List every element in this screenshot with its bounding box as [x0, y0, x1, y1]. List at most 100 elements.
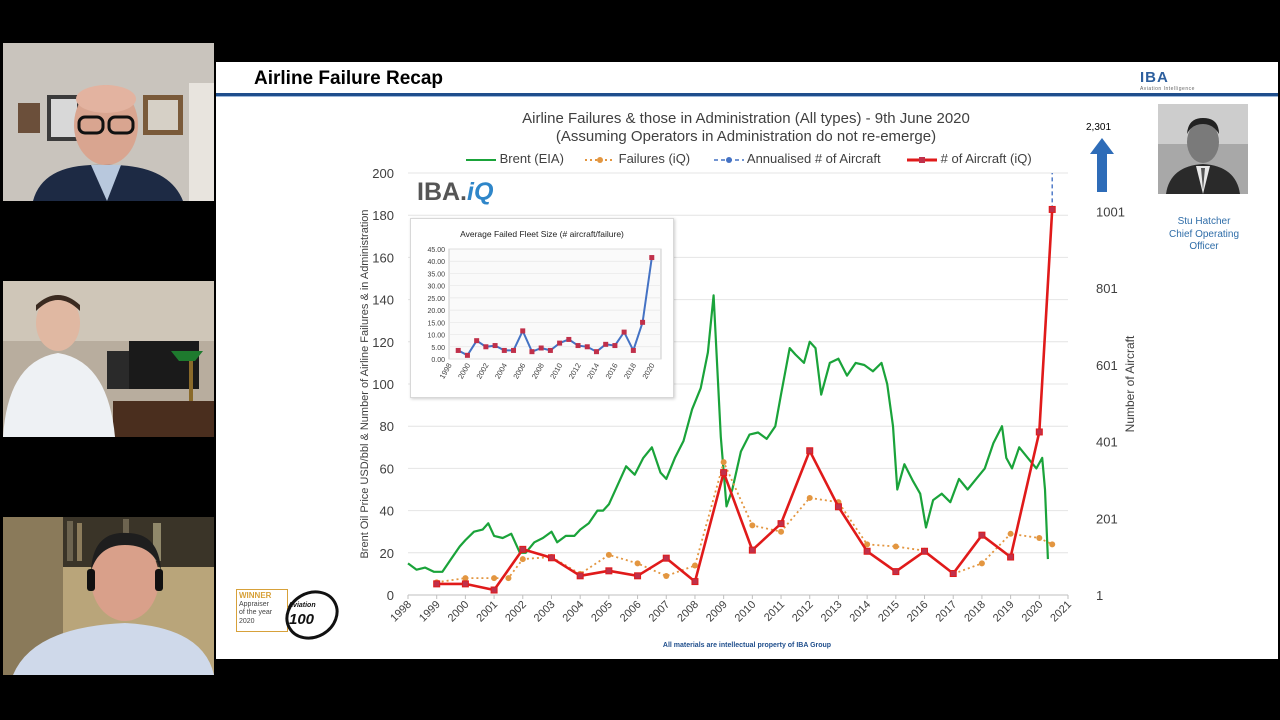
data-point — [605, 567, 613, 575]
inset-data-point — [464, 352, 470, 358]
data-point — [662, 554, 670, 562]
inset-y-tick-label: 10.00 — [427, 333, 445, 340]
data-point — [691, 578, 699, 586]
y-tick-label-left: 60 — [380, 461, 394, 476]
y-tick-label-left: 0 — [387, 588, 394, 603]
x-tick-label: 2021 — [1048, 599, 1074, 625]
x-tick-label: 2005 — [589, 599, 615, 625]
data-point — [777, 520, 785, 528]
award-badge: WINNER Appraiser of the year 2020 Aviati… — [236, 589, 346, 641]
inset-data-point — [584, 344, 590, 350]
inset-x-tick-label: 2000 — [456, 362, 472, 381]
inset-x-tick-label: 2016 — [604, 362, 620, 381]
inset-data-point — [529, 349, 535, 355]
inset-x-tick-label: 2014 — [585, 362, 601, 381]
data-point — [519, 545, 527, 553]
participant-video-tile-1[interactable] — [3, 3, 214, 239]
x-tick-label: 2015 — [876, 599, 902, 625]
y-tick-label-left: 40 — [380, 504, 394, 519]
award-year: 2020 — [239, 618, 255, 625]
inset-chart: 0.00 5.00 10.00 15.00 20.00 25.00 30.00 35.00 40… — [427, 247, 662, 381]
inset-data-point — [474, 338, 480, 344]
data-point — [491, 575, 498, 582]
inset-data-point — [575, 343, 581, 349]
data-point — [1049, 541, 1056, 548]
x-tick-label: 2006 — [618, 599, 644, 625]
award-line-3: of the year — [239, 609, 273, 616]
title-rule — [216, 93, 1278, 96]
presentation-slide: Airline Failure Recap IBA Aviation Intel… — [216, 62, 1278, 659]
x-tick-label: 2002 — [503, 599, 529, 625]
chart-title-line-2: (Assuming Operators in Administration do… — [555, 128, 937, 145]
data-point — [691, 562, 698, 569]
y-tick-label-left: 160 — [372, 250, 394, 265]
aviation-100-text: 100 — [289, 611, 315, 628]
x-tick-label: 2009 — [704, 599, 730, 625]
data-point — [1007, 553, 1015, 561]
data-point — [663, 573, 670, 580]
inset-data-point — [640, 319, 646, 325]
participant-video-tile-3[interactable] — [3, 479, 214, 715]
logo-text: IBA — [1140, 69, 1169, 86]
inset-x-tick-label: 2018 — [622, 362, 638, 381]
data-point — [778, 528, 785, 535]
x-tick-label: 2014 — [847, 599, 873, 625]
iq-brand-text: iQ — [467, 178, 494, 206]
y-axis-label-left: Brent Oil Price USD/bbl & Number of Airl… — [359, 209, 371, 558]
inset-series-line — [457, 257, 653, 357]
arrow-value-label: 2,301 — [1086, 122, 1112, 133]
data-point — [634, 572, 642, 580]
data-point — [978, 531, 986, 539]
inset-data-point — [566, 336, 572, 342]
data-point — [634, 560, 641, 567]
data-point — [461, 580, 469, 588]
aviation-text: Aviation — [288, 602, 316, 609]
inset-data-point — [630, 347, 636, 353]
x-tick-label: 2016 — [905, 599, 931, 625]
data-point — [949, 570, 957, 578]
inset-data-point — [492, 343, 498, 349]
participant-video-2 — [3, 241, 214, 477]
participant-video-tile-2[interactable] — [3, 241, 214, 477]
data-point — [433, 580, 441, 588]
y-tick-label-left: 20 — [380, 546, 394, 561]
slide-footer: All materials are intellectual property … — [662, 642, 832, 649]
inset-y-tick-label: 5.00 — [431, 345, 445, 352]
data-point — [863, 547, 871, 555]
data-point — [748, 546, 756, 554]
inset-data-point — [538, 345, 544, 351]
x-tick-label: 2010 — [733, 599, 759, 625]
data-point — [1035, 428, 1043, 436]
inset-chart-title: Average Failed Fleet Size (# aircraft/fa… — [460, 229, 624, 239]
inset-x-tick-label: 2002 — [474, 362, 490, 381]
inset-data-point — [621, 329, 627, 335]
inset-data-point — [612, 343, 618, 349]
y-tick-label-left: 120 — [372, 335, 394, 350]
inset-data-point — [455, 347, 461, 353]
inset-x-tick-label: 2010 — [548, 362, 564, 381]
up-arrow-icon — [1090, 138, 1114, 192]
y-tick-label-left: 140 — [372, 293, 394, 308]
x-tick-label: 2018 — [962, 599, 988, 625]
main-chart: 0 20 40 60 80 100 120 140 160 180 200 1 201 401 601 80… — [359, 166, 1137, 625]
x-tick-label: 2011 — [762, 599, 787, 624]
y-tick-label-right: 401 — [1096, 435, 1118, 450]
speaker-bio: Stu Hatcher Chief Operating Officer — [1152, 216, 1256, 254]
data-point — [978, 560, 985, 567]
data-point — [547, 554, 555, 562]
speaker-name: Stu Hatcher — [1177, 216, 1231, 227]
inset-data-point — [557, 340, 563, 346]
data-point — [505, 575, 512, 582]
aviation-100-logo — [285, 590, 339, 640]
inset-x-tick-label: 2004 — [493, 362, 509, 381]
y-tick-label-left: 200 — [372, 166, 394, 181]
y-tick-label-left: 80 — [380, 419, 394, 434]
inset-y-tick-label: 40.00 — [427, 259, 445, 266]
data-point — [1036, 535, 1043, 542]
y-tick-label-left: 100 — [372, 377, 394, 392]
y-tick-label-right: 1001 — [1096, 204, 1125, 219]
title-rule-light — [216, 96, 1278, 97]
inset-x-tick-label: 2006 — [511, 362, 527, 381]
data-point — [490, 586, 498, 594]
data-point — [834, 503, 842, 511]
